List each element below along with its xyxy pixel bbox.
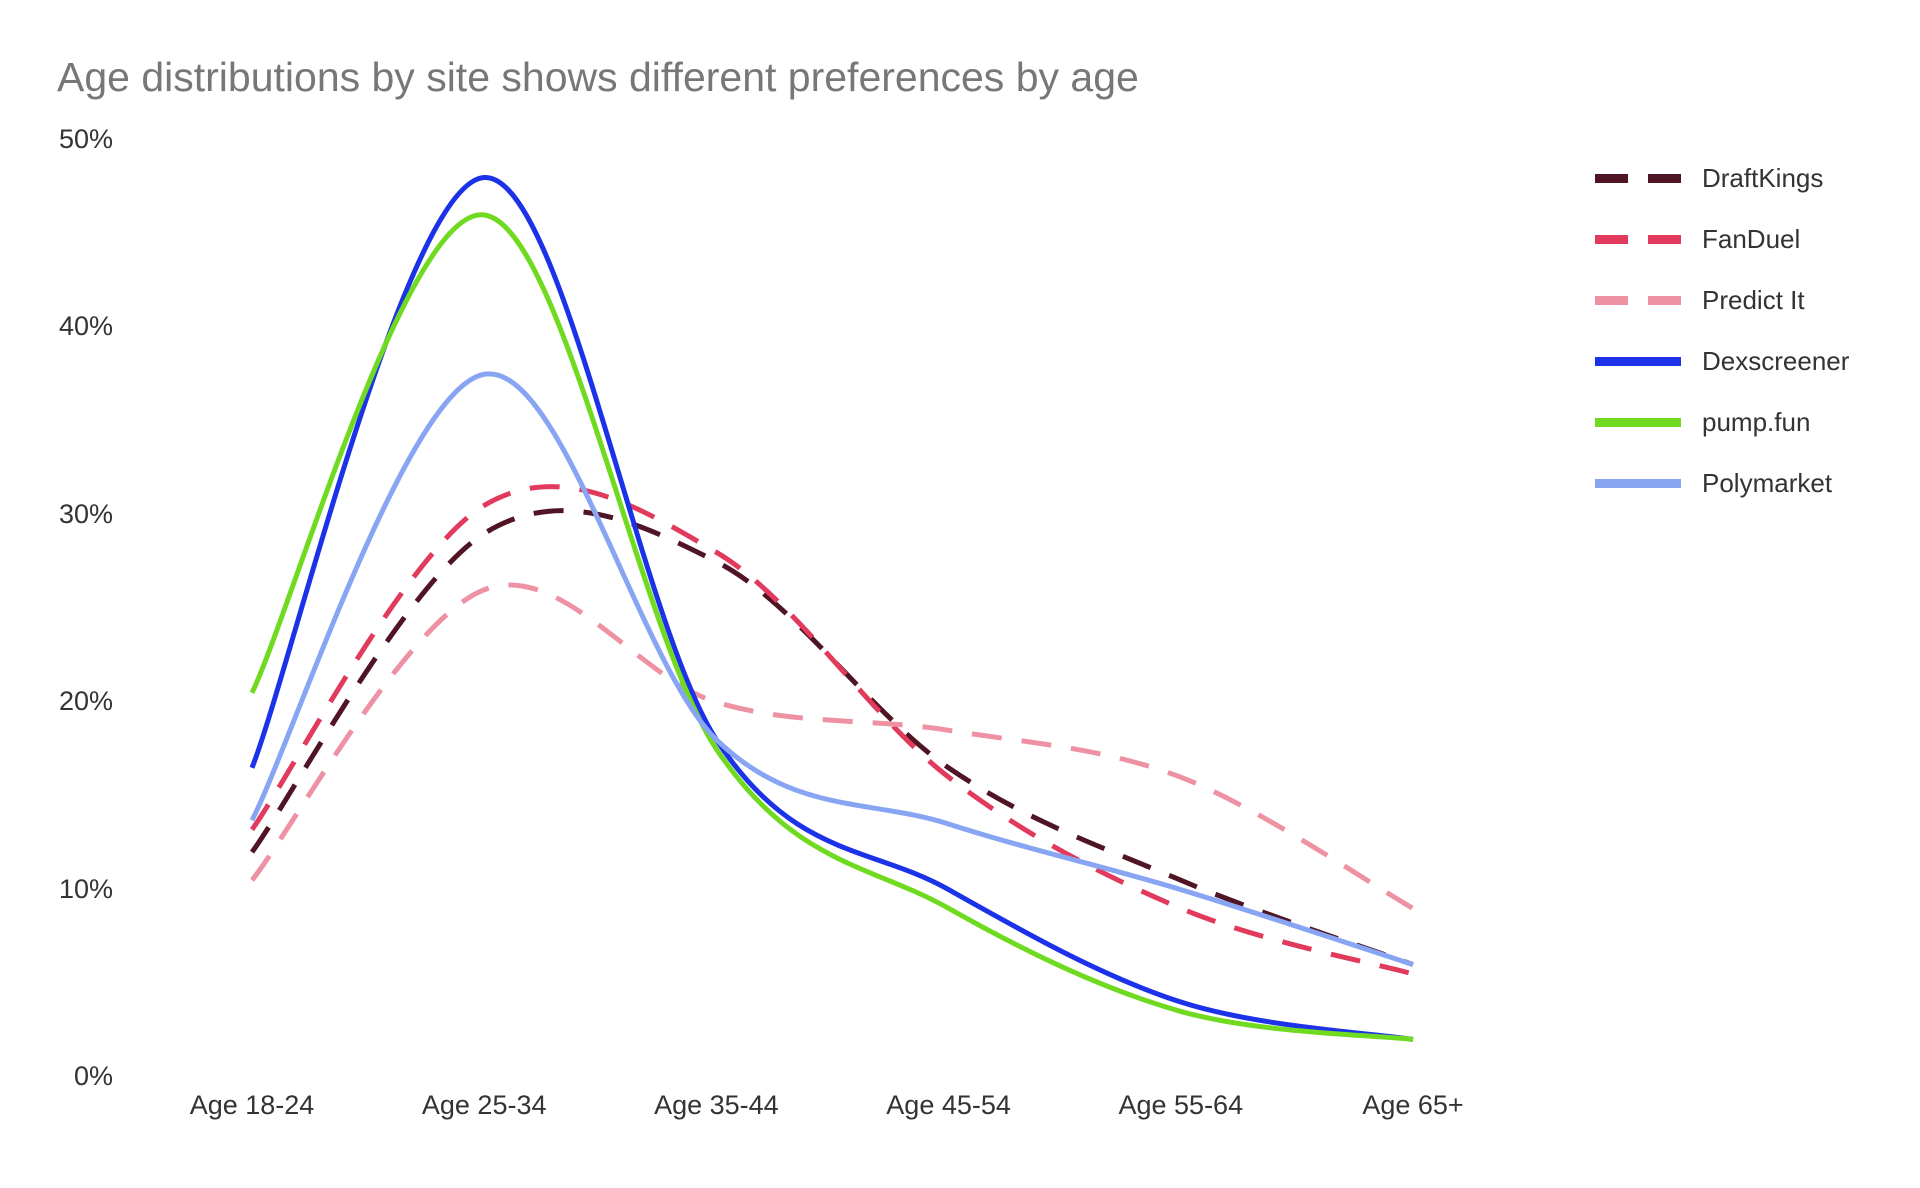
legend-label: Dexscreener (1702, 346, 1850, 376)
x-axis-tick-label: Age 45-54 (886, 1090, 1011, 1120)
series-line-draftkings[interactable] (249, 508, 1414, 967)
legend-swatch-icon (1595, 174, 1681, 183)
x-axis-tick-label: Age 65+ (1362, 1090, 1464, 1120)
legend-item-draftkings[interactable]: DraftKings (1595, 163, 1849, 193)
legend-label: FanDuel (1702, 224, 1801, 254)
legend-swatch-icon (1595, 357, 1681, 366)
legend-swatch-icon (1595, 235, 1681, 244)
series-line-fanduel[interactable] (249, 484, 1414, 977)
legend: DraftKings FanDuel Predict It Dexscreener pu… (1595, 163, 1850, 531)
series-line-polymarket[interactable] (249, 371, 1414, 967)
y-axis-tick-label: 20% (58, 686, 113, 717)
x-axis-tick-label: Age 18-24 (189, 1090, 315, 1120)
legend-label: Polymarket (1702, 468, 1833, 498)
legend-swatch-icon (1595, 296, 1681, 305)
legend-item-dexscreener[interactable]: Dexscreener (1595, 346, 1850, 376)
legend-swatch-icon (1595, 479, 1681, 488)
y-axis-tick-label: 0% (73, 1061, 113, 1091)
y-axis-tick-label: 10% (58, 873, 113, 904)
series-line-pump-fun[interactable] (249, 212, 1414, 1043)
x-axis-tick-label: Age 25-34 (421, 1090, 547, 1120)
legend-label: Predict It (1702, 285, 1805, 315)
chart-title: Age distributions by site shows differen… (57, 54, 1139, 100)
legend-label: pump.fun (1702, 407, 1811, 437)
legend-label: DraftKings (1702, 163, 1824, 193)
legend-item-fanduel[interactable]: FanDuel (1595, 224, 1849, 254)
y-axis-tick-label: 50% (58, 124, 113, 154)
x-axis-tick-label: Age 35-44 (654, 1090, 779, 1120)
series-line-predict-it[interactable] (250, 582, 1415, 911)
y-axis-tick-label: 40% (58, 311, 113, 342)
legend-item-predict-it[interactable]: Predict It (1595, 285, 1849, 315)
y-axis-tick-label: 30% (58, 498, 113, 529)
legend-swatch-icon (1595, 418, 1681, 427)
x-axis-tick-label: Age 55-64 (1118, 1090, 1244, 1120)
legend-item-polymarket[interactable]: Polymarket (1595, 468, 1849, 498)
legend-item-pump-fun[interactable]: pump.fun (1595, 407, 1849, 437)
